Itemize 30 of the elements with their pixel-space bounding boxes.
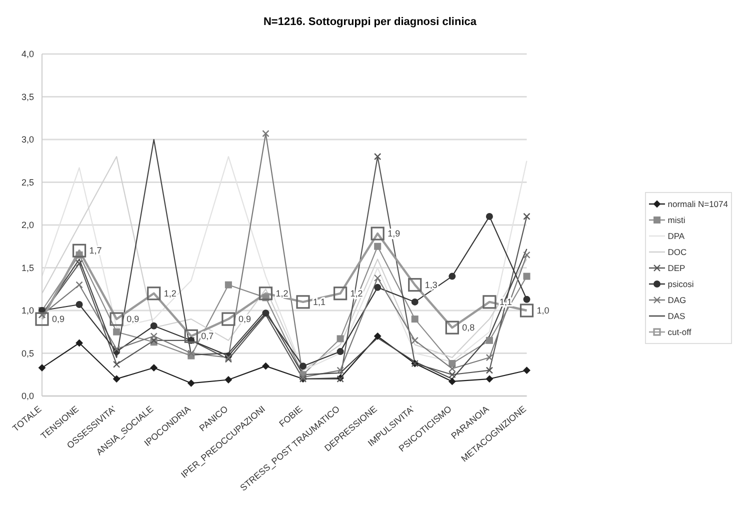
data-label: 1,0 <box>536 306 550 316</box>
y-tick-label: 0,0 <box>21 391 34 402</box>
legend-label: misti <box>668 214 686 224</box>
chart-title: N=1216. Sottogruppi per diagnosi clinica <box>262 15 478 30</box>
data-label: 1,2 <box>276 288 288 298</box>
legend-label: DOC <box>668 246 687 256</box>
legend-label: cut-off <box>668 326 692 336</box>
y-tick-label: 3,0 <box>21 134 34 145</box>
data-label: 0,9 <box>52 314 65 324</box>
y-tick-label: 2,5 <box>21 177 34 188</box>
legend-label: DAG <box>668 294 686 304</box>
legend-label: psicosi <box>668 278 694 288</box>
legend-label: DAS <box>668 310 686 320</box>
data-label: 1,1 <box>313 296 326 307</box>
y-tick-label: 3,5 <box>21 92 34 102</box>
legend-label: normali N=1074 <box>668 198 728 208</box>
y-tick-label: 2,0 <box>21 220 34 230</box>
y-tick-label: 1,0 <box>21 306 34 316</box>
y-tick-label: 4,0 <box>21 49 34 60</box>
data-label: 1,2 <box>164 288 176 298</box>
y-tick-label: 1,5 <box>21 262 34 273</box>
data-label: 0,8 <box>462 322 475 333</box>
legend-label: DPA <box>668 230 685 240</box>
data-label: 1,7 <box>89 246 102 256</box>
y-tick-label: 0,5 <box>21 348 34 358</box>
data-label: 0,7 <box>201 331 214 342</box>
legend-label: DEP <box>668 262 686 272</box>
data-label: 1,3 <box>424 280 438 290</box>
data-label: 0,9 <box>238 314 251 324</box>
data-label: 0,9 <box>126 314 140 324</box>
